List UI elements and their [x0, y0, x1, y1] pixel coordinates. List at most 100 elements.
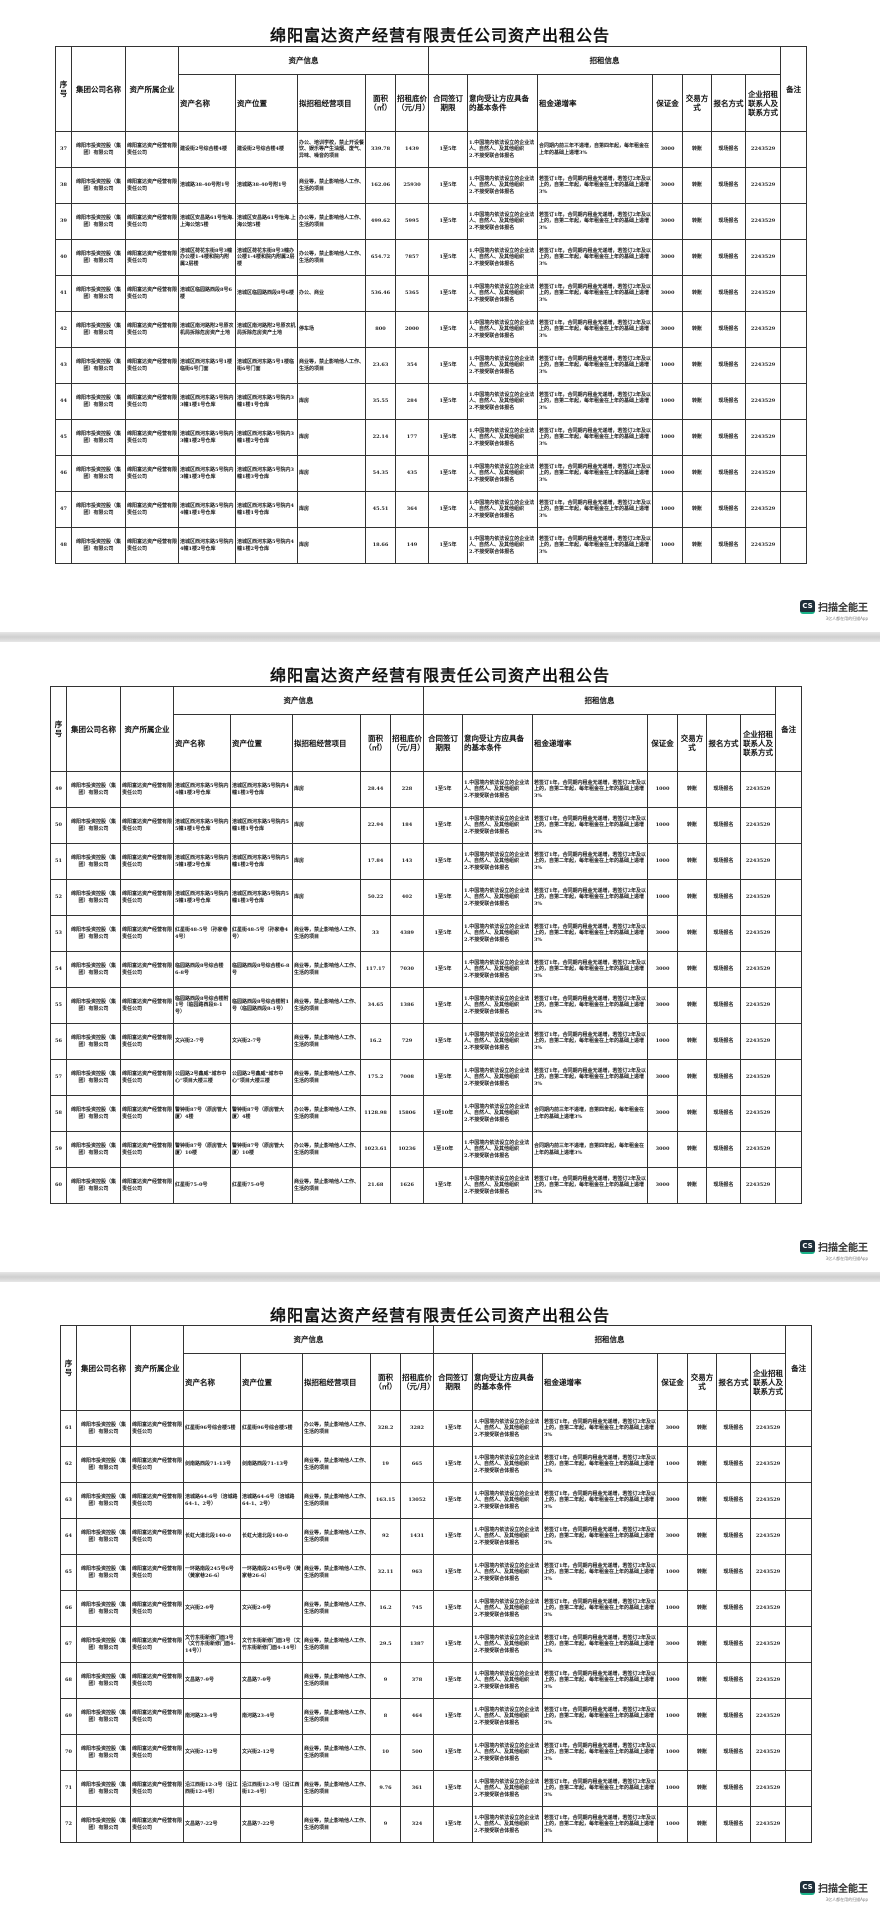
- cell-group-company: 绵阳市投资控股（集团）有限公司: [76, 1482, 131, 1519]
- cell-contact: 2243529: [740, 1023, 777, 1060]
- cell-signup-method: 现场报名: [706, 1095, 742, 1132]
- cell-rent-increase: 若签订1年，合同期内租金无递增，若签订2年及以上的，自第二年起，每年租金在上年的…: [532, 843, 649, 880]
- cell-base-rent: 435: [394, 455, 430, 492]
- cell-row-number: 37: [55, 131, 72, 168]
- cell-business-scope: 商业等，禁止影响他人工作、生活的项目: [302, 1518, 371, 1555]
- cell-row-number: 56: [50, 1023, 67, 1060]
- cell-lease-term: 1至5年: [428, 527, 469, 564]
- header-owner-company: 资产所属企业: [130, 1325, 184, 1411]
- header-group-company: 集团公司名称: [71, 46, 126, 132]
- cell-asset-name: 建设街2号综合楼4楼: [178, 131, 236, 168]
- cell-bidder-conditions: 1.中国境内依法设立的企业法人、自然人、及其他组织 2.不接受联合体报名: [467, 419, 539, 456]
- header-lease-term: 合同签订期限: [423, 714, 464, 772]
- cell-asset-name: 警钟街87号（原房管大厦）4楼: [173, 1095, 231, 1132]
- cell-group-company: 绵阳市投资控股（集团）有限公司: [66, 1059, 121, 1096]
- cell-rent-increase: 若签订1年，合同期内租金无递增，若签订2年及以上的，自第二年起，每年租金在上年的…: [542, 1698, 659, 1735]
- cell-business-scope: 商业等，禁止影响他人工作、生活的项目: [292, 1059, 361, 1096]
- cell-asset-location: 临园路西段8号综合楼6-8号: [230, 951, 293, 988]
- cell-bidder-conditions: 1.中国境内依法设立的企业法人、自然人、及其他组织 2.不接受联合体报名: [462, 1167, 534, 1204]
- cell-asset-location: 红星街96号综合楼5楼: [240, 1410, 303, 1447]
- cell-asset-name: 涪城区西河东路5号院内3幢1楼1号仓库: [178, 383, 236, 420]
- cell-signup-method: 现场报名: [716, 1554, 752, 1591]
- header-business-scope: 拟招租经营项目: [302, 1353, 371, 1411]
- cell-area: 499.62: [365, 203, 396, 240]
- cell-bidder-conditions: 1.中国境内依法设立的企业法人、自然人、及其他组织 2.不接受联合体报名: [472, 1770, 544, 1807]
- header-group-company: 集团公司名称: [76, 1325, 131, 1411]
- cell-lease-term: 1至10年: [423, 1095, 464, 1132]
- cell-asset-location: 涪城区安昌路61号怡海.上海公馆5楼: [235, 203, 298, 240]
- cell-base-rent: 5995: [394, 203, 430, 240]
- cell-signup-method: 现场报名: [711, 239, 747, 276]
- cell-bidder-conditions: 1.中国境内依法设立的企业法人、自然人、及其他组织 2.不接受联合体报名: [472, 1482, 544, 1519]
- cell-group-company: 绵阳市投资控股（集团）有限公司: [76, 1626, 131, 1663]
- cell-business-scope: 商业等，禁止影响他人工作、生活的项目: [292, 915, 361, 952]
- cell-area: 9.76: [370, 1770, 401, 1807]
- cell-area: 92: [370, 1518, 401, 1555]
- cell-deposit: 1000: [647, 1023, 679, 1060]
- cell-base-rent: 324: [399, 1806, 435, 1843]
- cell-owner-company: 绵阳富达资产经营有限责任公司: [125, 455, 179, 492]
- cell-bidder-conditions: 1.中国境内依法设立的企业法人、自然人、及其他组织 2.不接受联合体报名: [462, 879, 534, 916]
- cell-remark: [775, 987, 803, 1024]
- cell-owner-company: 绵阳富达资产经营有限责任公司: [125, 383, 179, 420]
- header-trade-method: 交易方式: [677, 714, 708, 772]
- cell-area: 54.35: [365, 455, 396, 492]
- cell-rent-increase: 若签订1年，合同期内租金无递增，若签订2年及以上的，自第二年起，每年租金在上年的…: [542, 1626, 659, 1663]
- cell-business-scope: 办公等，禁止影响他人工作、生活的项目: [292, 1095, 361, 1132]
- cell-owner-company: 绵阳富达资产经营有限责任公司: [125, 491, 179, 528]
- cell-business-scope: 办公等，禁止影响他人工作、生活的项目: [297, 239, 366, 276]
- header-trade-method: 交易方式: [682, 74, 713, 132]
- cell-owner-company: 绵阳富达资产经营有限责任公司: [125, 311, 179, 348]
- header-owner-company: 资产所属企业: [120, 686, 174, 772]
- cell-deposit: 3000: [647, 987, 679, 1024]
- cell-deposit: 1000: [657, 1590, 689, 1627]
- cell-trade-method: 转账: [677, 1059, 708, 1096]
- cell-contact: 2243529: [750, 1806, 787, 1843]
- cell-trade-method: 转账: [682, 311, 713, 348]
- cell-asset-location: 涪城区西河东路5号院内4幢1楼3号仓库: [230, 771, 293, 808]
- cell-area: 117.17: [360, 951, 391, 988]
- cell-remark: [780, 527, 808, 564]
- cell-row-number: 66: [60, 1590, 77, 1627]
- cell-trade-method: 转账: [687, 1554, 718, 1591]
- table-row: 49 绵阳市投资控股（集团）有限公司 绵阳富达资产经营有限责任公司 涪城区西河东路5号…: [50, 771, 803, 808]
- cell-deposit: 1000: [652, 455, 684, 492]
- cell-owner-company: 绵阳富达资产经营有限责任公司: [130, 1482, 184, 1519]
- cell-rent-increase: 若签订1年，合同期内租金无递增，若签订2年及以上的，自第二年起，每年租金在上年的…: [537, 275, 654, 312]
- cell-contact: 2243529: [745, 527, 782, 564]
- cell-business-scope: 库房: [292, 807, 361, 844]
- cell-remark: [785, 1734, 813, 1771]
- header-signup-method: 报名方式: [706, 714, 742, 772]
- cell-trade-method: 转账: [687, 1662, 718, 1699]
- cell-deposit: 3000: [652, 311, 684, 348]
- cell-lease-term: 1至5年: [428, 455, 469, 492]
- cell-rent-increase: 若签订1年，合同期内租金无递增，若签订2年及以上的，自第二年起，每年租金在上年的…: [542, 1806, 659, 1843]
- cell-group-company: 绵阳市投资控股（集团）有限公司: [66, 1131, 121, 1168]
- cell-base-rent: 665: [399, 1446, 435, 1483]
- cell-asset-name: 临园路西段8号综合楼附1号（临园路西段8-1号）: [173, 987, 231, 1024]
- header-owner-company: 资产所属企业: [125, 46, 179, 132]
- table-row: 40 绵阳市投资控股（集团）有限公司 绵阳富达资产经营有限责任公司 涪城区荷花东街8号…: [55, 239, 808, 276]
- cell-trade-method: 转账: [682, 275, 713, 312]
- cell-bidder-conditions: 1.中国境内依法设立的企业法人、自然人、及其他组织 2.不接受联合体报名: [472, 1590, 544, 1627]
- cell-base-rent: 354: [394, 347, 430, 384]
- cell-contact: 2243529: [750, 1590, 787, 1627]
- cell-signup-method: 现场报名: [706, 1059, 742, 1096]
- cell-deposit: 1000: [647, 843, 679, 880]
- header-lease-info: 招租信息: [423, 686, 777, 715]
- cell-contact: 2243529: [745, 311, 782, 348]
- cell-rent-increase: 若签订1年，合同期内租金无递增，若签订2年及以上的，自第二年起，每年租金在上年的…: [532, 1059, 649, 1096]
- cell-contact: 2243529: [750, 1734, 787, 1771]
- cell-asset-location: 南河路23-4号: [240, 1698, 303, 1735]
- cell-row-number: 49: [50, 771, 67, 808]
- cell-bidder-conditions: 1.中国境内依法设立的企业法人、自然人、及其他组织 2.不接受联合体报名: [467, 275, 539, 312]
- cell-remark: [785, 1518, 813, 1555]
- cell-asset-location: 文兴街2-9号: [240, 1590, 303, 1627]
- header-rent-increase: 租金递增率: [537, 74, 654, 132]
- cell-deposit: 1000: [652, 419, 684, 456]
- header-group-company: 集团公司名称: [66, 686, 121, 772]
- cell-business-scope: 商业等，禁止影响他人工作、生活的项目: [302, 1698, 371, 1735]
- cell-contact: 2243529: [740, 987, 777, 1024]
- table-row: 57 绵阳市投资控股（集团）有限公司 绵阳富达资产经营有限责任公司 公园路2号鑫威“城…: [50, 1059, 803, 1096]
- cell-area: 22.94: [360, 807, 391, 844]
